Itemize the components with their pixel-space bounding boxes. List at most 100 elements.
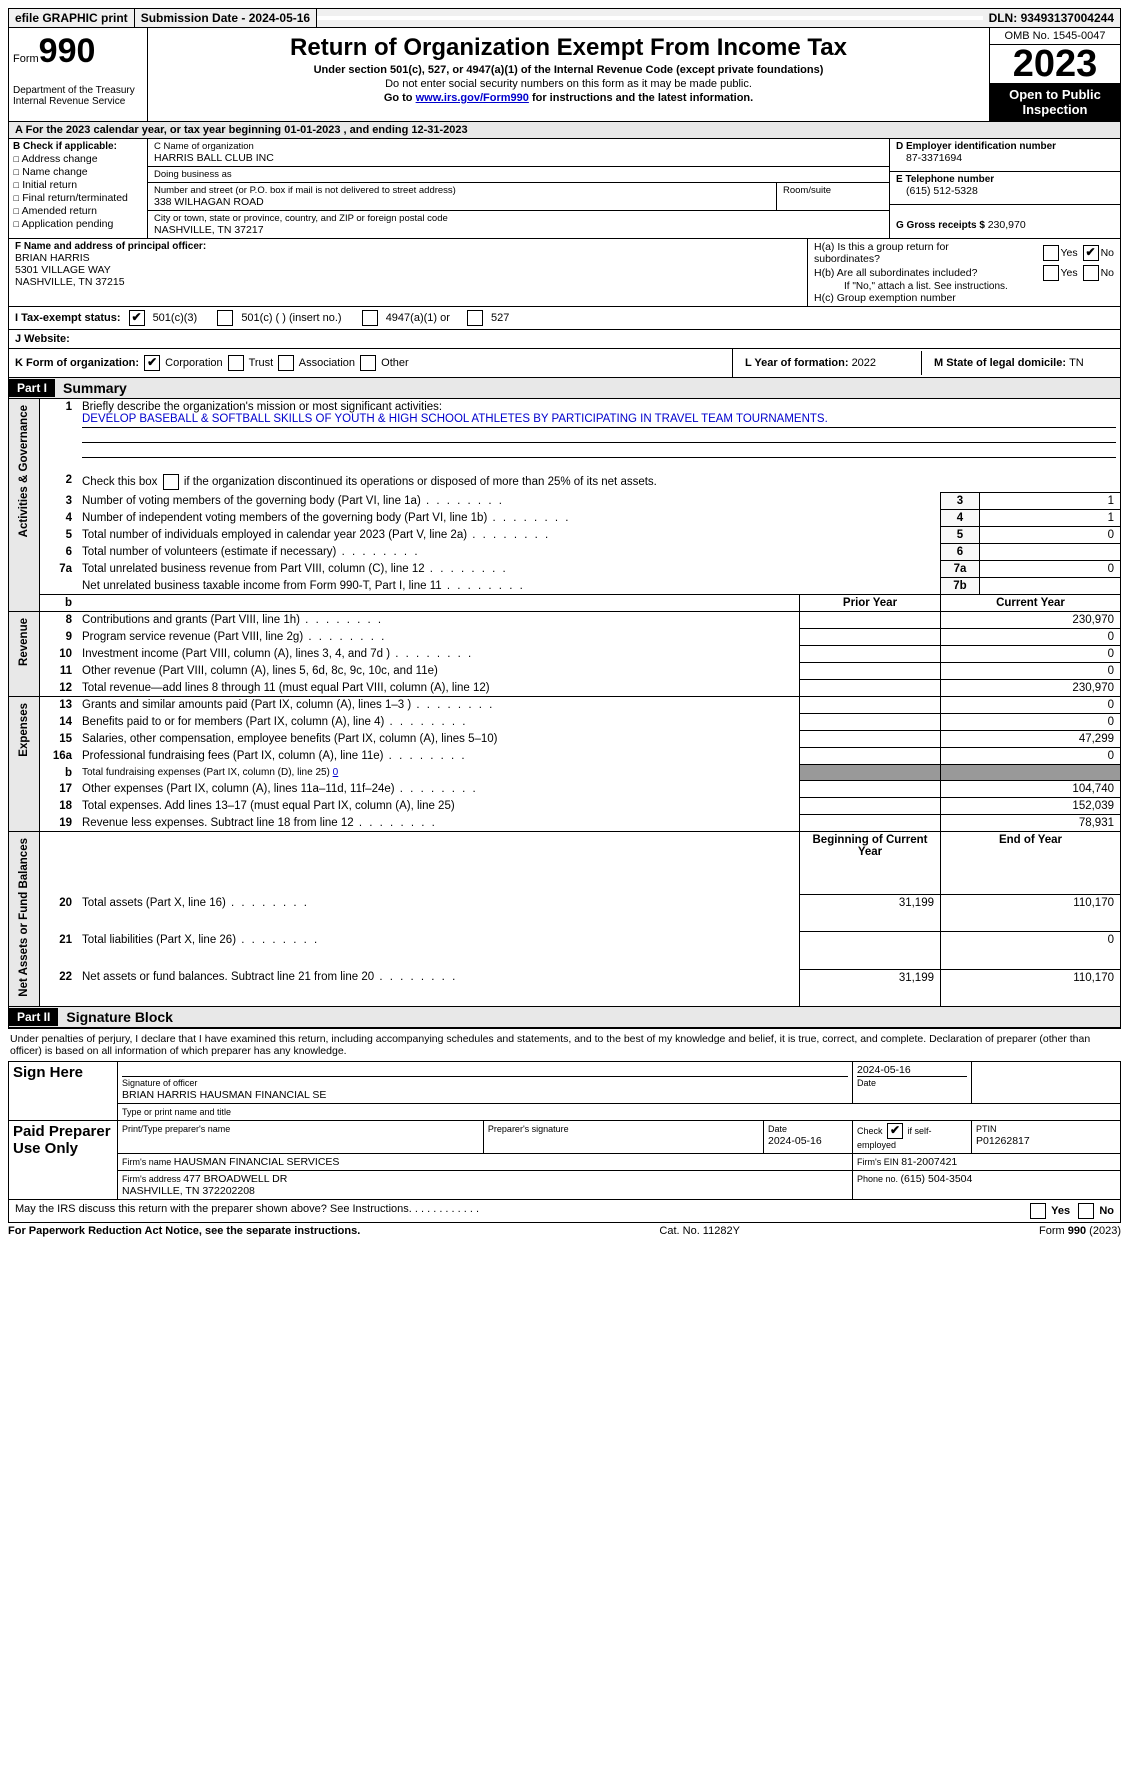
h-b: H(b) Are all subordinates included? Yes … bbox=[814, 265, 1114, 281]
i-4947-chk[interactable] bbox=[362, 310, 378, 326]
gov-row-3: 3Number of voting members of the governi… bbox=[9, 493, 1121, 510]
mission-blank-2 bbox=[82, 443, 1116, 458]
chk-amended-return[interactable]: ☐ Amended return bbox=[13, 205, 143, 217]
topbar-spacer bbox=[317, 16, 982, 20]
part-i-badge: Part I bbox=[9, 379, 55, 397]
prep-date-cell: Date2024-05-16 bbox=[764, 1120, 853, 1153]
ijk-rows: I Tax-exempt status: 501(c)(3) 501(c) ( … bbox=[8, 307, 1121, 378]
i-501c-chk[interactable] bbox=[217, 310, 233, 326]
chk-name-change[interactable]: ☐ Name change bbox=[13, 166, 143, 178]
street-value: 338 WILHAGAN ROAD bbox=[154, 196, 770, 208]
officer-sig-name: BRIAN HARRIS HAUSMAN FINANCIAL SE bbox=[122, 1089, 326, 1101]
line-2: Check this box if the organization disco… bbox=[78, 472, 1121, 493]
entity-block: B Check if applicable: ☐ Address change … bbox=[8, 139, 1121, 239]
phone-value: (615) 512-5328 bbox=[896, 185, 1114, 197]
footer-mid: Cat. No. 11282Y bbox=[659, 1225, 740, 1237]
firm-name-cell: Firm's name HAUSMAN FINANCIAL SERVICES bbox=[118, 1153, 853, 1170]
gov-row-7b: Net unrelated business taxable income fr… bbox=[9, 578, 1121, 595]
vert-netassets: Net Assets or Fund Balances bbox=[9, 832, 40, 1007]
footer-right: Form 990 (2023) bbox=[1039, 1225, 1121, 1237]
part-i-header: Part I Summary bbox=[8, 378, 1121, 399]
header-left: Form990 Department of the Treasury Inter… bbox=[9, 28, 148, 121]
chk-address-change[interactable]: ☐ Address change bbox=[13, 153, 143, 165]
ein-cell: D Employer identification number 87-3371… bbox=[890, 139, 1120, 172]
footer-left: For Paperwork Reduction Act Notice, see … bbox=[8, 1225, 360, 1237]
k-corp-chk[interactable] bbox=[144, 355, 160, 371]
form-title: Return of Organization Exempt From Incom… bbox=[152, 34, 985, 62]
line2-chk[interactable] bbox=[163, 474, 179, 490]
summary-table: Activities & Governance 1 Briefly descri… bbox=[8, 399, 1121, 1007]
i-527-chk[interactable] bbox=[467, 310, 483, 326]
ha-no-chk[interactable] bbox=[1083, 245, 1099, 261]
self-emp-cell: Check if self-employed bbox=[853, 1120, 972, 1153]
discuss-row: May the IRS discuss this return with the… bbox=[8, 1200, 1121, 1223]
sign-here-label: Sign Here bbox=[9, 1061, 118, 1120]
firm-phone-cell: Phone no. (615) 504-3504 bbox=[853, 1170, 1121, 1199]
vert-expenses: Expenses bbox=[9, 697, 40, 832]
hb-yes-chk[interactable] bbox=[1043, 265, 1059, 281]
officer-addr2: NASHVILLE, TN 37215 bbox=[15, 276, 801, 288]
form-header: Form990 Department of the Treasury Inter… bbox=[8, 28, 1121, 122]
discuss-no-chk[interactable] bbox=[1078, 1203, 1094, 1219]
prep-sig-cell: Preparer's signature bbox=[483, 1120, 763, 1153]
b-header: B Check if applicable: bbox=[13, 141, 143, 152]
ptin-cell: PTINP01262817 bbox=[972, 1120, 1121, 1153]
open-inspection: Open to Public Inspection bbox=[990, 83, 1120, 121]
section-h: H(a) Is this a group return for subordin… bbox=[808, 239, 1120, 306]
ha-yes-chk[interactable] bbox=[1043, 245, 1059, 261]
i-501c3-chk[interactable] bbox=[129, 310, 145, 326]
part-ii-title: Signature Block bbox=[58, 1007, 181, 1027]
dba-cell: Doing business as bbox=[148, 167, 889, 183]
chk-final-return[interactable]: ☐ Final return/terminated bbox=[13, 192, 143, 204]
line-m: M State of legal domicile: TN bbox=[928, 351, 1120, 375]
f-h-row: F Name and address of principal officer:… bbox=[8, 239, 1121, 307]
dln: DLN: 93493137004244 bbox=[983, 9, 1120, 27]
firm-ein-cell: Firm's EIN 81-2007421 bbox=[853, 1153, 1121, 1170]
discuss-yes-chk[interactable] bbox=[1030, 1203, 1046, 1219]
org-name-cell: C Name of organization HARRIS BALL CLUB … bbox=[148, 139, 889, 167]
gov-row-5: 5Total number of individuals employed in… bbox=[9, 527, 1121, 544]
officer-signature-cell: Signature of officer BRIAN HARRIS HAUSMA… bbox=[118, 1061, 853, 1103]
firm-addr-cell: Firm's address 477 BROADWELL DR NASHVILL… bbox=[118, 1170, 853, 1199]
fundraising-link[interactable]: 0 bbox=[333, 767, 339, 778]
line-a-tax-year: A For the 2023 calendar year, or tax yea… bbox=[8, 122, 1121, 139]
part-i-title: Summary bbox=[55, 378, 135, 398]
part-ii-badge: Part II bbox=[9, 1008, 58, 1026]
gov-row-4: 4Number of independent voting members of… bbox=[9, 510, 1121, 527]
part-ii-header: Part II Signature Block bbox=[8, 1007, 1121, 1028]
form-number: Form990 bbox=[13, 32, 143, 71]
h-a: H(a) Is this a group return for subordin… bbox=[814, 241, 1114, 265]
section-b: B Check if applicable: ☐ Address change … bbox=[9, 139, 148, 238]
k-other-chk[interactable] bbox=[360, 355, 376, 371]
top-bar: efile GRAPHIC print Submission Date - 20… bbox=[8, 8, 1121, 28]
line-k: K Form of organization: Corporation Trus… bbox=[9, 349, 733, 377]
page-footer: For Paperwork Reduction Act Notice, see … bbox=[8, 1223, 1121, 1237]
dept-label: Department of the Treasury Internal Reve… bbox=[13, 85, 143, 107]
vert-governance: Activities & Governance bbox=[9, 399, 40, 612]
sig-date-cell: 2024-05-16 Date bbox=[853, 1061, 972, 1103]
line-1: Briefly describe the organization's miss… bbox=[78, 399, 1121, 460]
phone-cell: E Telephone number (615) 512-5328 bbox=[890, 172, 1120, 205]
section-c: C Name of organization HARRIS BALL CLUB … bbox=[148, 139, 890, 238]
header-right: OMB No. 1545-0047 2023 Open to Public In… bbox=[990, 28, 1120, 121]
k-trust-chk[interactable] bbox=[228, 355, 244, 371]
mission-text: DEVELOP BASEBALL & SOFTBALL SKILLS OF YO… bbox=[82, 413, 1116, 428]
signature-table: Sign Here Signature of officer BRIAN HAR… bbox=[8, 1061, 1121, 1200]
form-subtitle-1: Under section 501(c), 527, or 4947(a)(1)… bbox=[152, 64, 985, 76]
irs-link[interactable]: www.irs.gov/Form990 bbox=[416, 92, 529, 104]
paid-preparer-label: Paid Preparer Use Only bbox=[9, 1120, 118, 1199]
mission-blank-1 bbox=[82, 428, 1116, 443]
officer-addr1: 5301 VILLAGE WAY bbox=[15, 264, 801, 276]
col-headers-row: b Prior Year Current Year bbox=[9, 595, 1121, 612]
gov-row-7a: 7aTotal unrelated business revenue from … bbox=[9, 561, 1121, 578]
h-c: H(c) Group exemption number bbox=[814, 292, 1114, 304]
chk-initial-return[interactable]: ☐ Initial return bbox=[13, 179, 143, 191]
gross-receipts-value: 230,970 bbox=[988, 219, 1026, 231]
chk-application-pending[interactable]: ☐ Application pending bbox=[13, 218, 143, 230]
hb-no-chk[interactable] bbox=[1083, 265, 1099, 281]
k-assoc-chk[interactable] bbox=[278, 355, 294, 371]
city-cell: City or town, state or province, country… bbox=[148, 211, 889, 238]
signature-intro: Under penalties of perjury, I declare th… bbox=[8, 1028, 1121, 1061]
efile-print-label[interactable]: efile GRAPHIC print bbox=[9, 9, 135, 27]
self-emp-chk[interactable] bbox=[887, 1123, 903, 1139]
